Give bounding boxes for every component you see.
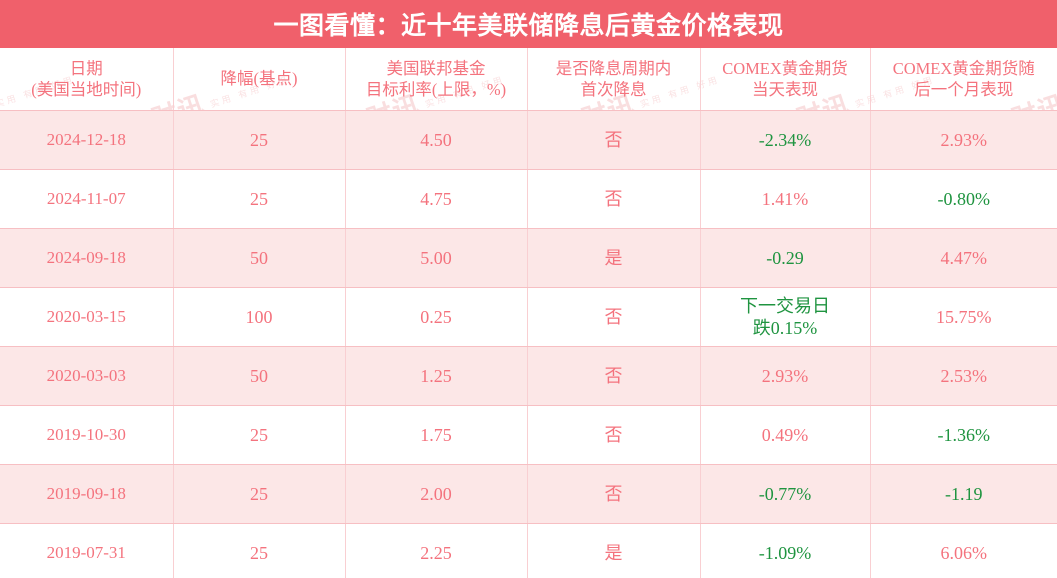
cell-target-rate: 1.25 xyxy=(345,346,528,406)
cell-day-perf-line1: 下一交易日 xyxy=(740,295,830,316)
cell-month-perf: 2.53% xyxy=(870,346,1057,406)
col-header-month-perf-line1: COMEX黄金期货随 xyxy=(892,58,1035,78)
cell-day-perf: 1.41% xyxy=(700,169,871,229)
cell-month-perf-line1: 4.47% xyxy=(940,247,988,268)
title-bar: 一图看懂：近十年美联储降息后黄金价格表现 xyxy=(0,0,1057,48)
cell-day-perf-line1: -0.29 xyxy=(766,247,804,268)
cell-target-rate: 2.25 xyxy=(345,523,528,578)
header-row: 日期 (美国当地时间) 降幅(基点) 美国联邦基金 目标利率(上限，%) 是否降… xyxy=(0,48,1057,111)
cell-date: 2024-11-07 xyxy=(0,169,174,229)
col-header-target-rate-line2: 目标利率(上限，%) xyxy=(365,80,507,99)
cell-day-perf-line1: -0.77% xyxy=(758,483,812,504)
col-header-day-perf-line2: 当天表现 xyxy=(752,80,818,99)
cell-first-cut: 否 xyxy=(527,169,701,229)
cell-day-perf: 0.49% xyxy=(700,405,871,465)
cell-cut-bp: 50 xyxy=(173,228,346,288)
table-body: 2024-12-18 25 4.50 否 -2.34% 2.93% 2024-11-07 25… xyxy=(0,110,1057,578)
cell-target-rate: 5.00 xyxy=(345,228,528,288)
cell-month-perf: -1.19 xyxy=(870,464,1057,524)
col-header-month-perf-line2: 后一个月表现 xyxy=(914,80,1014,99)
cell-cut-bp: 50 xyxy=(173,346,346,406)
cell-target-rate: 2.00 xyxy=(345,464,528,524)
cell-day-perf-line1: 2.93% xyxy=(761,365,809,386)
cell-cut-bp: 25 xyxy=(173,405,346,465)
cell-month-perf-line1: -0.80% xyxy=(937,188,991,209)
cell-month-perf-line1: -1.36% xyxy=(937,424,991,445)
col-header-date: 日期 (美国当地时间) xyxy=(0,48,174,111)
col-header-first-cut-line1: 是否降息周期内 xyxy=(555,58,672,78)
cell-day-perf-line1: 1.41% xyxy=(761,188,809,209)
table-row: 2019-09-18 25 2.00 否 -0.77% -1.19 xyxy=(0,464,1057,524)
table-row: 2020-03-15 100 0.25 否下一交易日 跌0.15% 15.75% xyxy=(0,287,1057,347)
cell-month-perf-line1: 6.06% xyxy=(940,542,988,563)
col-header-date-line1: 日期 xyxy=(69,58,103,78)
cell-first-cut: 否 xyxy=(527,287,701,347)
cell-day-perf: -1.09% xyxy=(700,523,871,578)
cell-month-perf: 4.47% xyxy=(870,228,1057,288)
cell-day-perf: -0.77% xyxy=(700,464,871,524)
cell-first-cut: 是 xyxy=(527,523,701,578)
col-header-day-perf: COMEX黄金期货 当天表现 xyxy=(700,48,871,111)
cell-day-perf-line1: -1.09% xyxy=(758,542,812,563)
cell-month-perf-line1: -1.19 xyxy=(945,483,983,504)
cell-target-rate: 4.50 xyxy=(345,110,528,170)
col-header-target-rate-line1: 美国联邦基金 xyxy=(386,58,486,78)
col-header-cut-bp: 降幅(基点) xyxy=(173,48,346,111)
cell-date: 2020-03-03 xyxy=(0,346,174,406)
table-row: 2024-12-18 25 4.50 否 -2.34% 2.93% xyxy=(0,110,1057,170)
cell-cut-bp: 25 xyxy=(173,169,346,229)
col-header-day-perf-line1: COMEX黄金期货 xyxy=(722,58,848,78)
col-header-date-line2: (美国当地时间) xyxy=(31,80,142,99)
cell-month-perf: -1.36% xyxy=(870,405,1057,465)
cell-month-perf: -0.80% xyxy=(870,169,1057,229)
cell-cut-bp: 25 xyxy=(173,464,346,524)
page-title: 一图看懂：近十年美联储降息后黄金价格表现 xyxy=(273,13,784,40)
col-header-target-rate: 美国联邦基金 目标利率(上限，%) xyxy=(345,48,528,111)
cell-month-perf-line1: 2.53% xyxy=(940,365,988,386)
cell-first-cut: 否 xyxy=(527,110,701,170)
cell-month-perf: 6.06% xyxy=(870,523,1057,578)
table-row: 2019-10-30 25 1.75 否 0.49% -1.36% xyxy=(0,405,1057,465)
cell-cut-bp: 100 xyxy=(173,287,346,347)
cell-first-cut: 否 xyxy=(527,346,701,406)
col-header-month-perf: COMEX黄金期货随 后一个月表现 xyxy=(870,48,1057,111)
cell-day-perf-line1: -2.34% xyxy=(758,129,812,150)
cell-cut-bp: 25 xyxy=(173,523,346,578)
rate-cut-gold-table: 日期 (美国当地时间) 降幅(基点) 美国联邦基金 目标利率(上限，%) 是否降… xyxy=(0,48,1057,578)
cell-first-cut: 否 xyxy=(527,405,701,465)
cell-target-rate: 0.25 xyxy=(345,287,528,347)
cell-day-perf-line1: 0.49% xyxy=(761,424,809,445)
cell-day-perf-line2: 跌0.15% xyxy=(752,318,818,338)
table-row: 2019-07-31 25 2.25 是 -1.09% 6.06% xyxy=(0,523,1057,578)
cell-day-perf: 下一交易日 跌0.15% xyxy=(700,287,871,347)
cell-first-cut: 是 xyxy=(527,228,701,288)
table-row: 2020-03-03 50 1.25 否 2.93% 2.53% xyxy=(0,346,1057,406)
table-row: 2024-09-18 50 5.00 是 -0.29 4.47% xyxy=(0,228,1057,288)
cell-day-perf: 2.93% xyxy=(700,346,871,406)
col-header-first-cut-line2: 首次降息 xyxy=(580,80,647,99)
table-row: 2024-11-07 25 4.75 否 1.41% -0.80% xyxy=(0,169,1057,229)
cell-month-perf-line1: 15.75% xyxy=(936,306,992,327)
cell-target-rate: 4.75 xyxy=(345,169,528,229)
col-header-cut-bp-line1: 降幅(基点) xyxy=(220,69,298,89)
cell-first-cut: 否 xyxy=(527,464,701,524)
cell-month-perf: 15.75% xyxy=(870,287,1057,347)
cell-target-rate: 1.75 xyxy=(345,405,528,465)
cell-date: 2024-12-18 xyxy=(0,110,174,170)
cell-date: 2024-09-18 xyxy=(0,228,174,288)
cell-cut-bp: 25 xyxy=(173,110,346,170)
cell-day-perf: -0.29 xyxy=(700,228,871,288)
cell-date: 2019-10-30 xyxy=(0,405,174,465)
col-header-first-cut: 是否降息周期内 首次降息 xyxy=(527,48,701,111)
cell-month-perf: 2.93% xyxy=(870,110,1057,170)
cell-date: 2020-03-15 xyxy=(0,287,174,347)
cell-month-perf-line1: 2.93% xyxy=(940,129,988,150)
table-head: 日期 (美国当地时间) 降幅(基点) 美国联邦基金 目标利率(上限，%) 是否降… xyxy=(0,48,1057,111)
cell-day-perf: -2.34% xyxy=(700,110,871,170)
data-table-wrapper: 日期 (美国当地时间) 降幅(基点) 美国联邦基金 目标利率(上限，%) 是否降… xyxy=(0,48,1057,578)
cell-date: 2019-09-18 xyxy=(0,464,174,524)
cell-date: 2019-07-31 xyxy=(0,523,174,578)
